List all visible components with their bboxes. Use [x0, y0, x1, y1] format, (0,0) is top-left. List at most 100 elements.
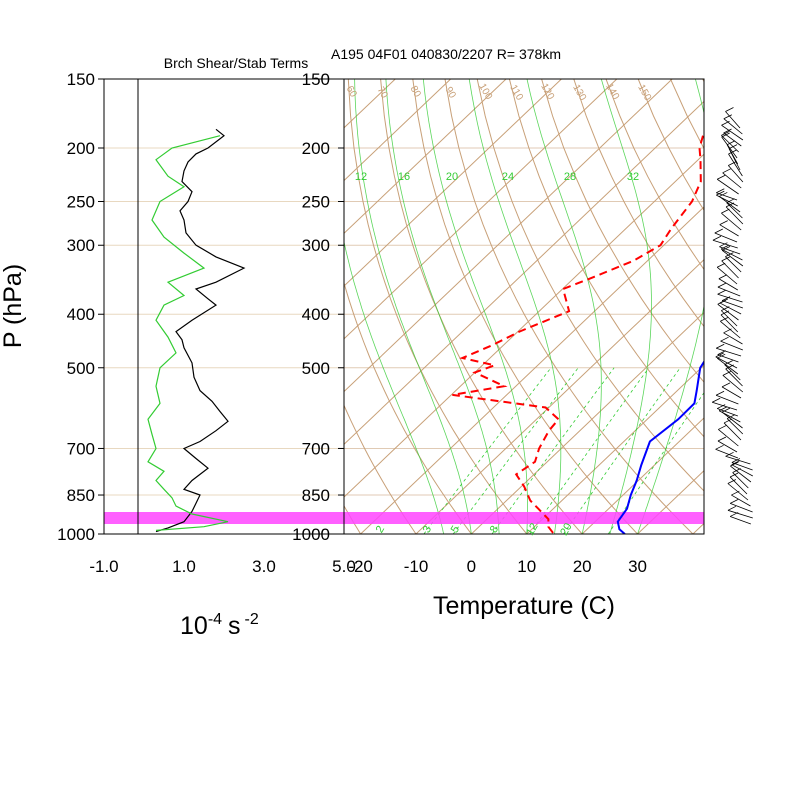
wind-barb — [723, 422, 742, 441]
right-y-tick-label: 150 — [302, 70, 330, 89]
wind-barb-flag — [716, 188, 725, 194]
wind-barb-flag — [722, 371, 732, 376]
left-xlabel-unit: s — [228, 612, 241, 640]
chart-title: A195 04F01 040830/2207 R= 378km — [331, 46, 561, 62]
wind-barb-flag — [715, 352, 724, 358]
isotherm-label: 130 — [570, 83, 588, 103]
wind-barb-flag — [721, 130, 730, 136]
isotherm-line — [344, 79, 618, 340]
wind-barb-flag — [712, 235, 722, 241]
right-x-tick-label: 20 — [573, 557, 592, 576]
wind-barb-flag — [719, 192, 728, 197]
left-x-ticks: -1.0 1.0 3.0 5.0 — [89, 557, 355, 576]
wind-barb — [725, 455, 751, 465]
wind-barb-flag — [717, 436, 727, 442]
wind-barb — [720, 314, 739, 333]
left-y-tick-label: 400 — [67, 305, 95, 324]
left-panel-grid — [104, 147, 344, 496]
dry-adiabat — [412, 79, 638, 534]
adiabat-label: 20 — [558, 521, 575, 538]
dewpoint-line — [452, 135, 704, 534]
wind-barb — [732, 472, 749, 489]
isotherm-line — [344, 79, 396, 129]
wind-barb-flag — [730, 512, 739, 517]
wind-barb-flag — [729, 472, 739, 478]
isotherm-line — [344, 79, 507, 235]
wind-barb — [715, 448, 739, 459]
mixing-ratio-label: 20 — [446, 171, 458, 183]
wind-barb-flag — [731, 490, 740, 496]
wind-barb-flag — [728, 149, 737, 155]
wind-barb — [718, 429, 739, 447]
wind-barb — [714, 232, 738, 243]
wind-barb-flag — [726, 140, 736, 146]
right-panel-series — [452, 135, 704, 534]
isotherm-line — [581, 417, 704, 534]
wind-barb-flag — [720, 336, 729, 342]
left-surface-rect — [104, 512, 344, 524]
wind-barb — [721, 136, 738, 159]
wind-barb — [712, 401, 738, 411]
wind-barb — [730, 516, 751, 525]
wind-barb-flag — [714, 228, 723, 234]
isotherm-line — [526, 364, 704, 534]
y-axis-label: P (hPa) — [0, 264, 27, 348]
wind-barb-flag — [719, 242, 728, 248]
wind-barb-flag — [720, 244, 730, 250]
isotherm-label: 140 — [603, 82, 621, 102]
mixing-ratio-line — [563, 367, 681, 534]
right-y-ticks: 150 200 250 300 400 500 700 850 1000 — [292, 70, 344, 544]
wind-barb — [723, 332, 743, 345]
isotherm-line — [344, 100, 704, 446]
mixing-ratio-line — [529, 367, 650, 534]
wind-barb-flag — [712, 397, 721, 403]
left-x-tick-label: 5.0 — [332, 557, 356, 576]
wind-barb-flag — [717, 174, 726, 180]
wind-barb — [716, 178, 739, 195]
wind-barb — [730, 465, 752, 483]
left-panel-series — [147, 128, 246, 533]
right-panel-frame — [343, 78, 705, 535]
wind-barb-flag — [717, 282, 727, 288]
left-y-tick-label: 1000 — [57, 525, 95, 544]
wind-barb-flag — [721, 120, 730, 126]
isotherm-line — [692, 522, 704, 534]
dry-adiabat — [573, 79, 704, 328]
wind-barb-flag — [720, 316, 729, 322]
right-surface-rect — [344, 512, 704, 524]
dry-adiabat — [541, 79, 704, 383]
left-xlabel-unit-exp: -2 — [245, 611, 259, 628]
wind-barb-flag — [717, 353, 726, 359]
adiabat-label: 2 — [374, 524, 387, 535]
wind-barb — [719, 302, 742, 315]
dry-adiabat — [702, 79, 704, 83]
wind-barb-flag — [715, 390, 725, 396]
wind-barb-flag — [718, 406, 728, 412]
wind-barb — [721, 212, 742, 231]
right-x-tick-label: 10 — [517, 557, 536, 576]
wind-barb-flag — [723, 328, 732, 334]
wind-barb-flag — [717, 404, 726, 409]
left-y-tick-label: 700 — [67, 439, 95, 458]
mixing-ratio-line — [423, 367, 552, 534]
wind-barb — [727, 509, 753, 519]
wind-barb-flag — [716, 190, 725, 196]
isotherm-label: 110 — [507, 83, 525, 103]
dry-adiabat — [508, 79, 704, 438]
isotherm-line — [344, 79, 452, 182]
moist-adiabat — [354, 79, 472, 534]
left-y-tick-label: 300 — [67, 236, 95, 255]
wind-barb-flag — [718, 274, 728, 280]
wind-barb — [717, 440, 738, 453]
left-y-tick-label: 200 — [67, 139, 95, 158]
wind-barb-flag — [720, 310, 730, 316]
wind-barb-flag — [721, 208, 730, 214]
wind-barb — [715, 394, 739, 405]
right-y-tick-label: 700 — [302, 439, 330, 458]
wind-barb — [725, 256, 742, 273]
wind-barb-flag — [717, 289, 726, 295]
mixing-ratio-label: 24 — [502, 171, 514, 183]
isotherm-line — [637, 470, 704, 534]
mixing-ratio-line — [452, 367, 579, 534]
